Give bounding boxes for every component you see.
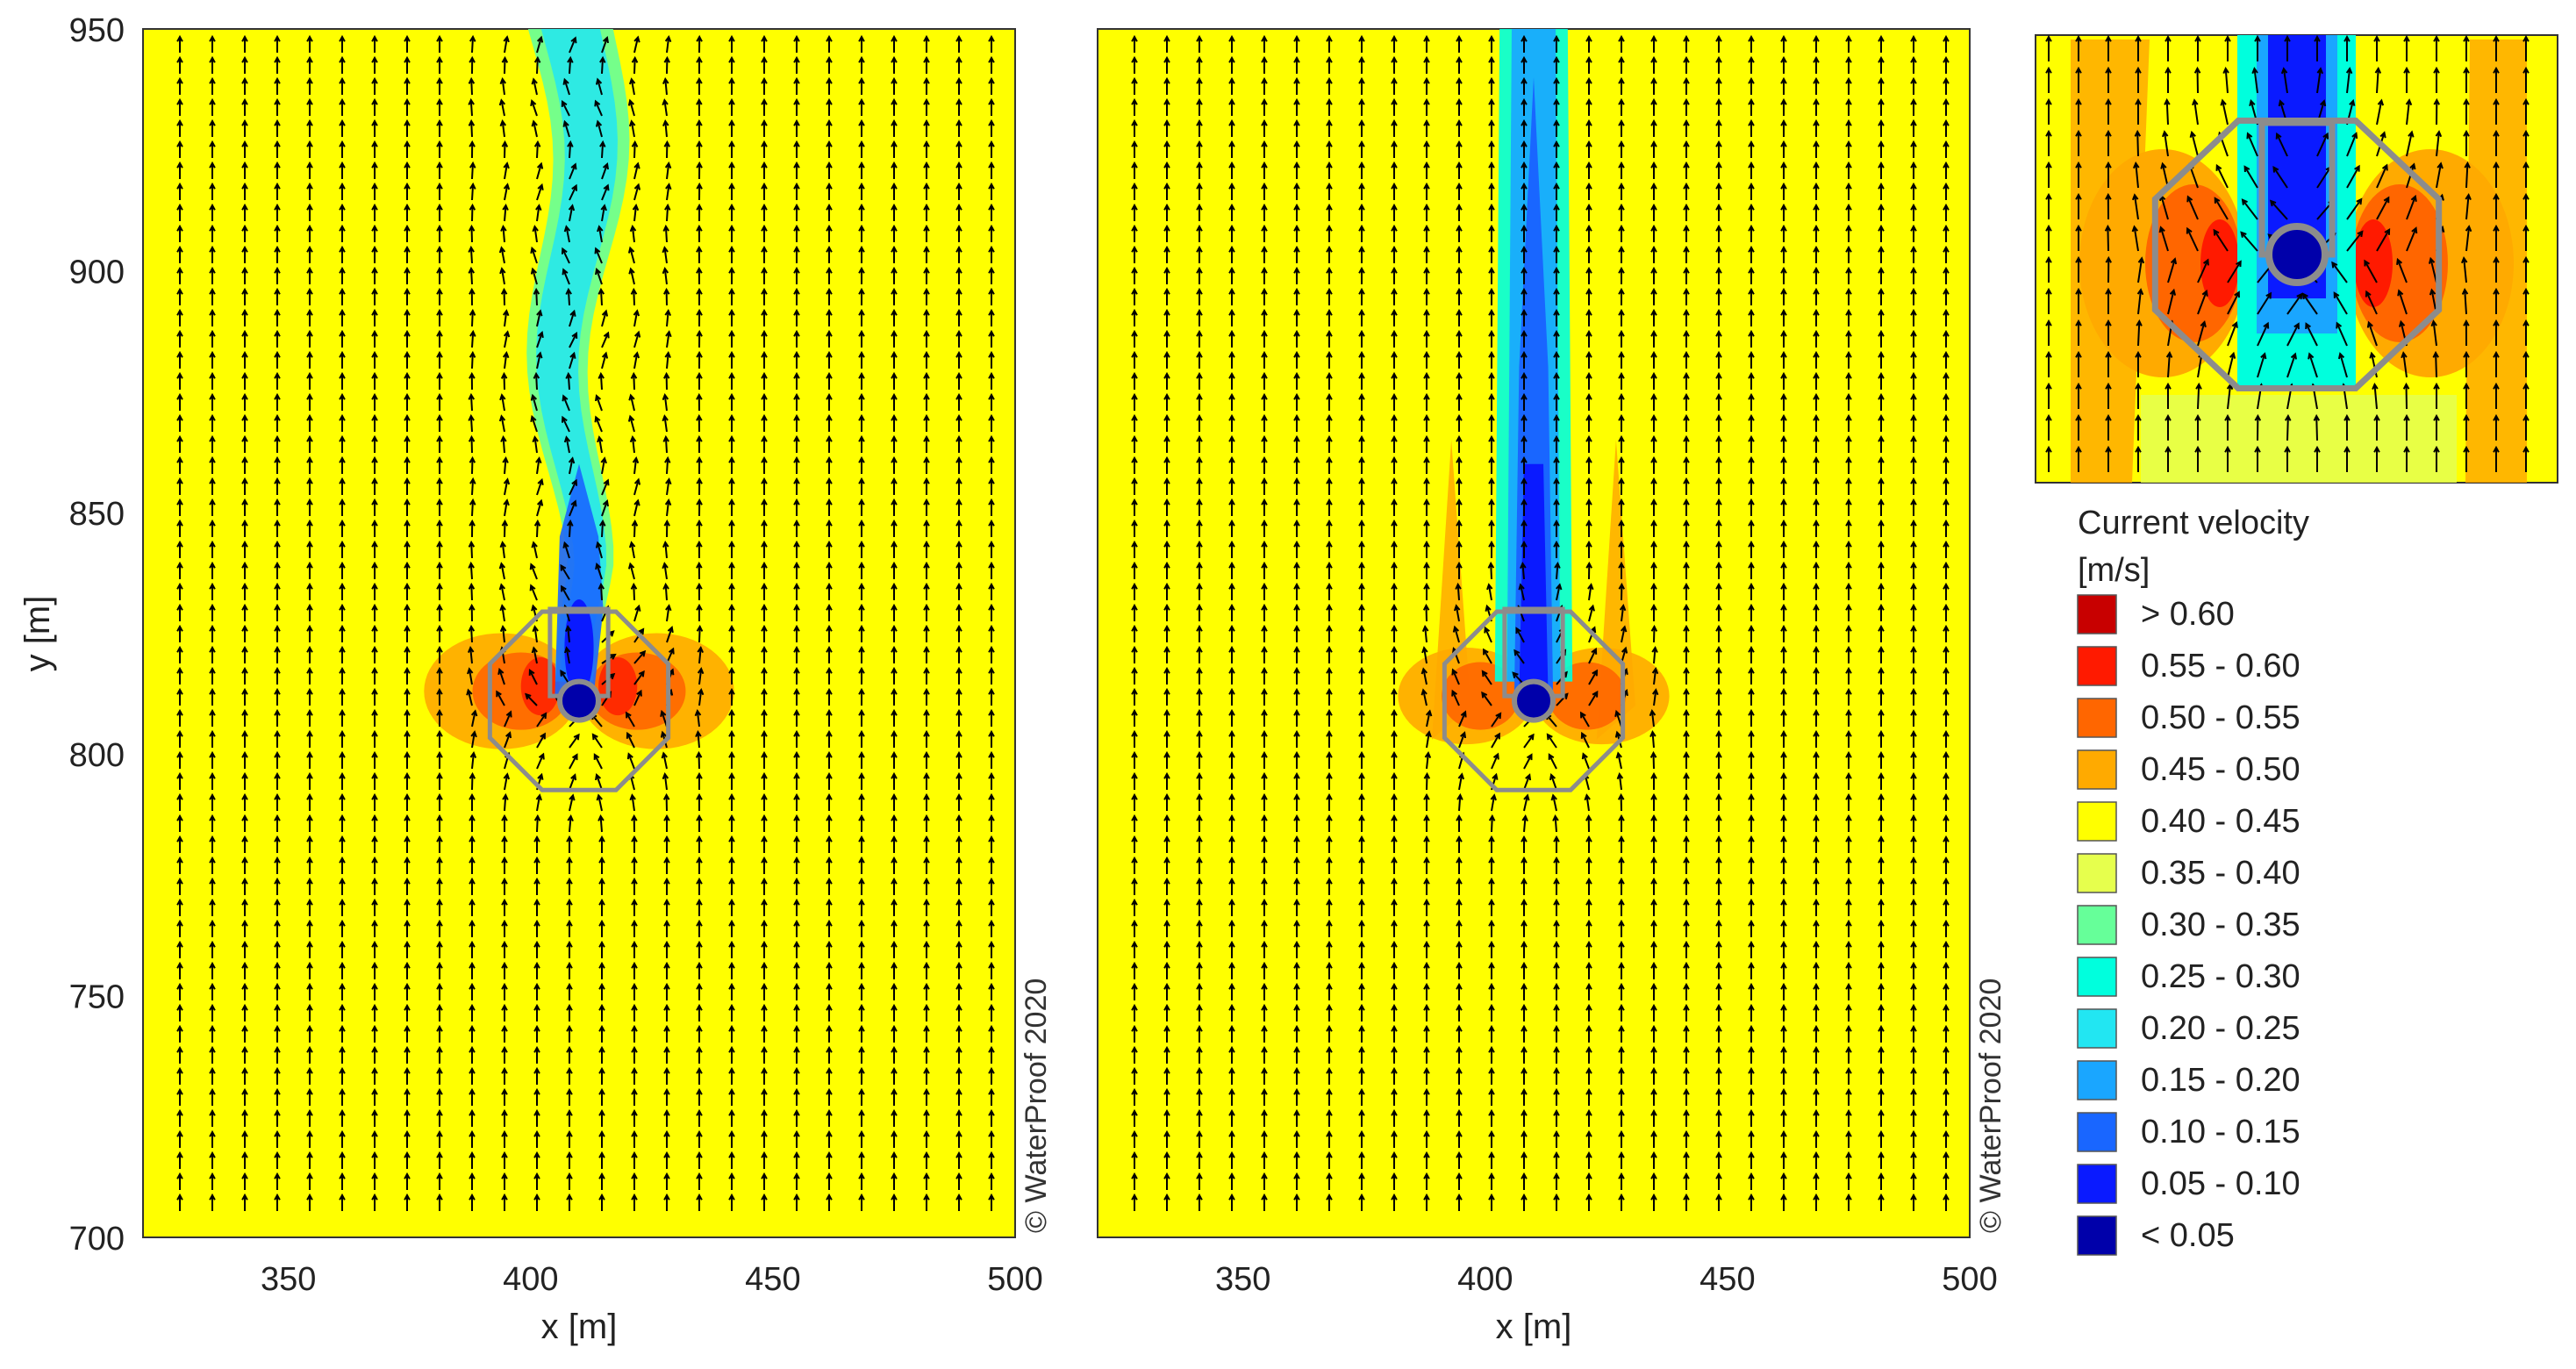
middle-panel: 350 400 450 500 x [m] © WaterProof 2020 [1097,28,2007,1346]
legend-label: 0.20 - 0.25 [2141,1010,2301,1047]
velocity-zone [2141,395,2457,483]
legend-label: 0.40 - 0.45 [2141,803,2301,840]
legend-label: 0.55 - 0.60 [2141,648,2301,684]
legend-swatch [2077,594,2117,634]
legend-label: 0.25 - 0.30 [2141,958,2301,995]
legend-swatch [2077,698,2117,738]
current-arrows [176,34,995,1211]
legend-label: 0.35 - 0.40 [2141,855,2301,892]
left-copyright: © WaterProof 2020 [1020,978,1053,1233]
monopile [1512,678,1556,723]
left-y-axis-label: y [m] [18,596,57,672]
scour-protection-outline [2151,118,2443,391]
velocity-zone [1519,463,1549,697]
legend-title: Current velocity [2078,505,2309,541]
legend-swatch [2077,1060,2117,1100]
x-tick-label: 400 [1457,1261,1513,1298]
middle-x-axis-label: x [m] [1496,1308,1572,1346]
scour-protection-outline [487,609,671,792]
x-tick-label: 450 [1699,1261,1755,1298]
velocity-zone [2200,219,2239,307]
x-tick-label: 350 [261,1261,316,1298]
x-tick-label: 500 [987,1261,1042,1298]
y-tick-label: 850 [69,496,125,533]
legend-label: 0.15 - 0.20 [2141,1062,2301,1099]
velocity-legend: Current velocity [m/s] > 0.60 0.55 - 0.60… [2077,505,2309,1256]
y-tick-label: 700 [69,1221,125,1258]
x-tick-label: 350 [1215,1261,1270,1298]
y-tick-label: 750 [69,979,125,1016]
legend-swatch [2077,1164,2117,1204]
legend-label: 0.50 - 0.55 [2141,699,2301,736]
legend-swatch [2077,1008,2117,1049]
y-tick-label: 950 [69,12,125,49]
inset-arrow-field [2045,35,2529,472]
legend-label: 0.45 - 0.50 [2141,751,2301,788]
monopile [2265,223,2329,286]
velocity-zone [598,657,638,716]
legend-label: 0.10 - 0.15 [2141,1114,2301,1150]
x-tick-label: 500 [1942,1261,1997,1298]
middle-copyright: © WaterProof 2020 [1974,978,2007,1233]
left-panel: 700 750 800 850 900 950 350 400 450 500 x [m] y … [18,12,1053,1346]
legend-swatch [2077,957,2117,997]
legend-label: 0.05 - 0.10 [2141,1165,2301,1202]
left-x-tick-labels: 350 400 450 500 [261,1261,1043,1298]
legend-label: > 0.60 [2141,596,2235,633]
legend-entries: > 0.60 0.55 - 0.60 0.50 - 0.55 0.45 - 0.50 0… [2077,594,2301,1256]
left-y-tick-labels: 700 750 800 850 900 950 [69,12,125,1258]
scour-protection-outline [1442,609,1626,792]
current-arrows [2045,35,2529,472]
legend-swatch [2077,905,2117,945]
middle-x-tick-labels: 350 400 450 500 [1215,1261,1998,1298]
legend-swatch [2077,1112,2117,1152]
left-arrow-field [176,34,995,1211]
legend-swatch [2077,749,2117,790]
legend-unit: [m/s] [2078,552,2150,589]
x-tick-label: 400 [503,1261,558,1298]
y-tick-label: 900 [69,254,125,290]
velocity-zone [520,657,560,716]
legend-swatch [2077,1215,2117,1256]
legend-swatch [2077,646,2117,686]
left-structure-outline [487,606,671,792]
velocity-zone [536,29,618,682]
legend-label: < 0.05 [2141,1217,2235,1254]
current-arrows [1131,34,1950,1211]
legend-swatch [2077,853,2117,893]
inset-panel [2035,34,2558,484]
legend-swatch [2077,801,2117,842]
legend-label: 0.30 - 0.35 [2141,907,2301,943]
inset-structure-outline [2151,118,2443,391]
x-tick-label: 450 [745,1261,800,1298]
velocity-zone [564,598,594,697]
left-velocity-field [424,29,734,749]
left-x-axis-label: x [m] [541,1308,618,1346]
monopile [557,678,601,723]
middle-structure-outline [1442,606,1626,792]
y-tick-label: 800 [69,737,125,774]
middle-arrow-field [1131,34,1950,1211]
